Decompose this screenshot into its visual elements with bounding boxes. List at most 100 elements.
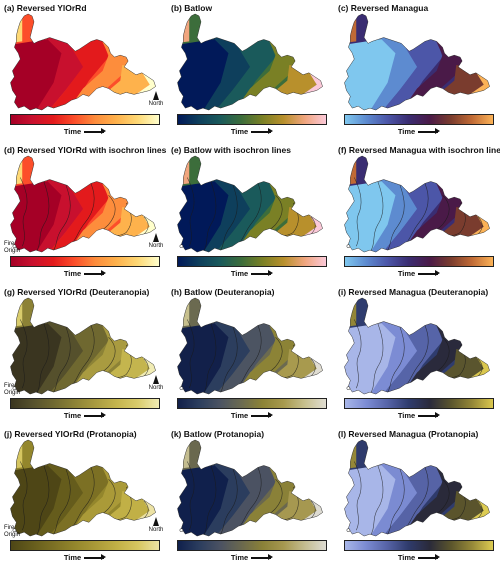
colorbar [177,398,327,409]
north-label: North [148,101,164,107]
burn-zone [344,155,357,186]
isochron-line [238,325,262,387]
map-panel: (h) Batlow (Deuteranopia) Time [171,287,331,427]
north-arrowhead-icon [153,91,159,100]
fire-progression-map [9,297,157,395]
isochron-line [369,323,384,395]
fire-progression-map [343,13,491,111]
burn-zone [10,439,23,470]
burn-zone [344,321,400,395]
north-arrowhead-icon [153,375,159,384]
colorbar [344,114,494,125]
fire-origin-marker [179,528,184,533]
time-label-text: Time [397,269,416,278]
isochron-line [387,183,405,251]
isochron-line [71,325,95,387]
isochron-line [387,325,405,393]
isochron-line [71,467,95,529]
burn-zone [177,297,190,328]
burn-zone [10,297,23,328]
isochron-line [20,461,28,531]
burn-zone [344,13,357,44]
isochron-line [405,467,429,529]
time-label-text: Time [397,411,416,420]
right-arrow-icon [84,128,107,134]
time-label-text: Time [63,411,82,420]
fire-progression-map [9,13,157,111]
burn-zone [177,321,233,395]
time-axis-label: Time [4,127,164,136]
right-arrow-icon [418,270,441,276]
fire-origin-marker [346,386,351,391]
burn-zone [34,175,85,253]
burn-zone [177,13,190,44]
fire-origin-marker [12,244,17,249]
burn-zone [379,33,443,111]
isochron-line [220,467,238,535]
fire-progression-map [176,297,324,395]
burn-zone [10,155,23,186]
right-arrow-icon [418,554,441,560]
time-label-text: Time [230,127,249,136]
burn-zone [45,459,109,537]
right-arrow-icon [251,412,274,418]
burn-zone [212,33,276,111]
map-panel: (g) Reversed YlOrRd (Deuteranopia) North F… [4,287,164,427]
right-arrow-icon [84,554,107,560]
isochron-line [35,465,50,537]
isochron-line [369,465,384,537]
fire-origin-line2: Origin [4,532,21,538]
fire-origin-marker [12,386,17,391]
burn-zone [212,175,276,253]
time-axis-label: Time [338,553,498,562]
time-axis-label: Time [338,269,498,278]
north-label: North [148,385,164,391]
burn-zone [45,175,109,253]
north-arrow-icon: North [147,233,165,249]
time-label-text: Time [397,553,416,562]
map-panel: (j) Reversed YlOrRd (Protanopia) North Fir… [4,429,164,569]
isochron-line [477,216,483,235]
isochron-line [238,183,262,245]
colorbar [344,256,494,267]
fire-origin-line2: Origin [4,390,21,396]
map-panel: (d) Reversed YlOrRd with isochron lines N… [4,145,166,285]
burn-zone [344,179,400,253]
panel-title: (g) Reversed YlOrRd (Deuteranopia) [4,287,150,297]
isochron-line [35,323,50,395]
isochron-line [387,467,405,535]
map-panel: (e) Batlow with isochron lines Time [171,145,331,285]
time-axis-label: Time [4,553,164,562]
burn-zone [45,317,109,395]
right-arrow-icon [418,412,441,418]
burn-zone [201,33,252,111]
fire-origin-marker [346,528,351,533]
colorbar [10,114,160,125]
isochron-line [187,319,195,389]
isochron-line [71,183,95,245]
north-label: North [148,243,164,249]
time-axis-label: Time [338,411,498,420]
fire-progression-map [343,297,491,395]
isochron-line [220,325,238,393]
panel-title: (f) Reversed Managua with isochron lines [338,145,500,155]
time-axis-label: Time [171,553,331,562]
burn-zone [177,439,190,470]
burn-zone [201,317,252,395]
time-axis-label: Time [4,269,164,278]
burn-zone [201,459,252,537]
time-label-text: Time [63,127,82,136]
time-label-text: Time [63,553,82,562]
map-panel: (i) Reversed Managua (Deuteranopia) Time [338,287,498,427]
burn-zone [201,175,252,253]
time-label-text: Time [397,127,416,136]
burn-zone [10,179,66,253]
panel-title: (c) Reversed Managua [338,3,429,13]
map-panel: (c) Reversed Managua Time [338,3,498,143]
right-arrow-icon [84,270,107,276]
north-arrow-icon: North [147,91,165,107]
isochron-line [53,183,71,251]
burn-zone [344,297,357,328]
time-axis-label: Time [171,269,331,278]
north-arrowhead-icon [153,233,159,242]
